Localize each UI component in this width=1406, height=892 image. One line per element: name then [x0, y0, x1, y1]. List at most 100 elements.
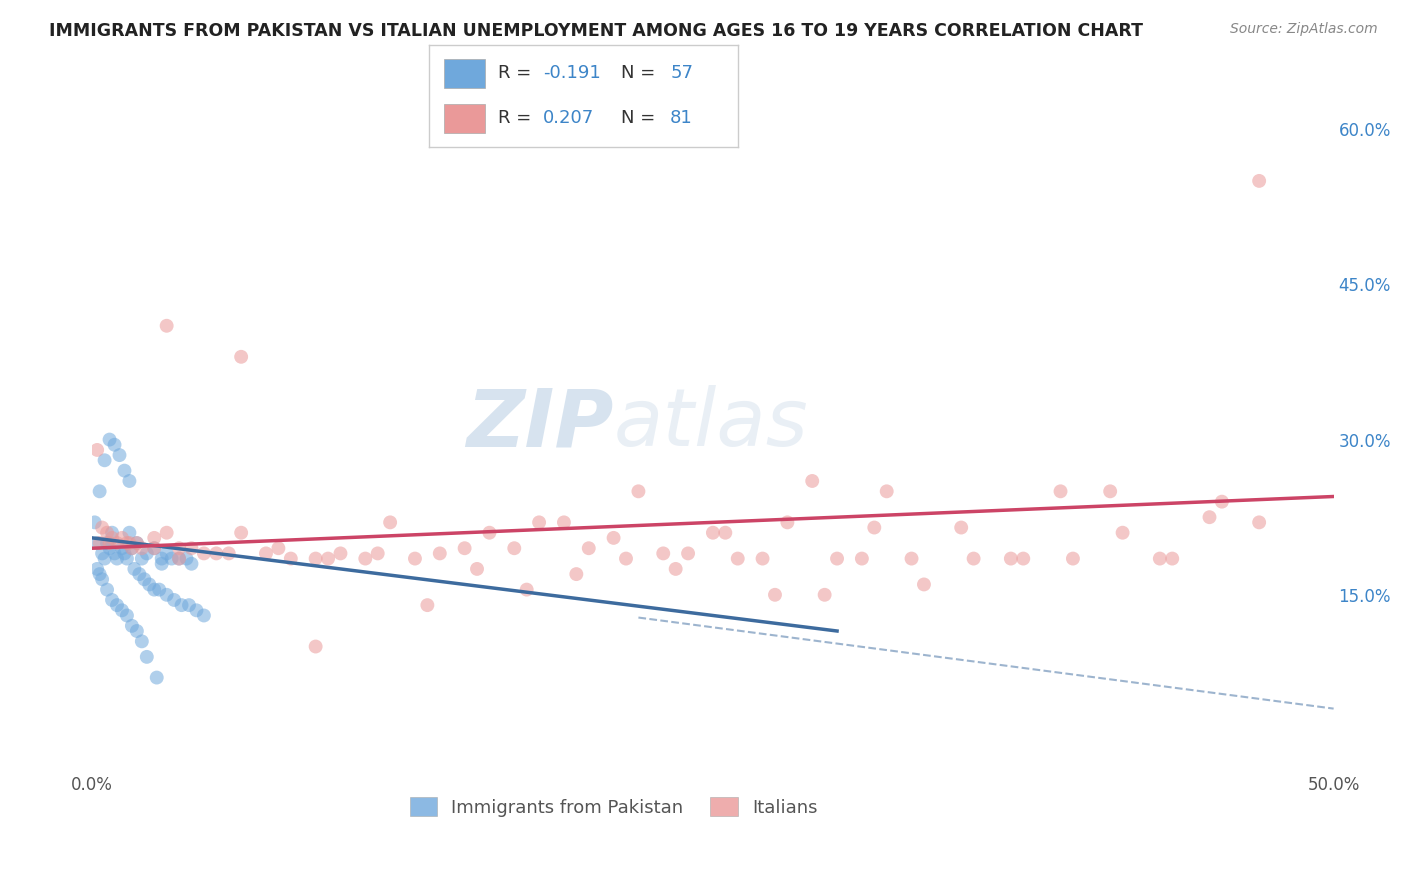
Point — [751, 551, 773, 566]
Text: 57: 57 — [671, 64, 693, 82]
Point — [280, 551, 302, 566]
Point — [148, 582, 170, 597]
Point — [101, 525, 124, 540]
Point — [114, 546, 136, 560]
Point — [304, 551, 326, 566]
Point — [176, 551, 198, 566]
Point — [134, 572, 156, 586]
Point — [135, 649, 157, 664]
Point — [93, 453, 115, 467]
FancyBboxPatch shape — [444, 104, 485, 133]
Point — [516, 582, 538, 597]
Point — [186, 603, 208, 617]
Point — [125, 624, 148, 638]
Point — [170, 598, 193, 612]
Point — [89, 567, 111, 582]
Point — [118, 536, 141, 550]
Text: -0.191: -0.191 — [543, 64, 600, 82]
Point — [115, 608, 138, 623]
Point — [814, 588, 837, 602]
Point — [565, 567, 588, 582]
Point — [876, 484, 898, 499]
Point — [131, 551, 153, 566]
Point — [143, 541, 166, 556]
Point — [111, 531, 134, 545]
Point — [118, 525, 141, 540]
Point — [83, 516, 105, 530]
Point — [108, 448, 131, 462]
Point — [105, 536, 128, 550]
Point — [145, 671, 167, 685]
Point — [98, 541, 121, 556]
Point — [304, 640, 326, 654]
Point — [163, 593, 186, 607]
Point — [231, 350, 253, 364]
Text: 0.207: 0.207 — [543, 109, 595, 127]
Text: IMMIGRANTS FROM PAKISTAN VS ITALIAN UNEMPLOYMENT AMONG AGES 16 TO 19 YEARS CORRE: IMMIGRANTS FROM PAKISTAN VS ITALIAN UNEM… — [49, 22, 1143, 40]
Point — [316, 551, 339, 566]
Point — [254, 546, 277, 560]
Point — [1062, 551, 1084, 566]
Text: ZIP: ZIP — [467, 385, 613, 463]
Point — [676, 546, 699, 560]
Point — [1012, 551, 1035, 566]
Point — [91, 546, 114, 560]
Point — [652, 546, 675, 560]
Point — [465, 562, 488, 576]
Point — [111, 541, 134, 556]
Point — [863, 520, 886, 534]
Point — [167, 541, 190, 556]
Point — [98, 433, 121, 447]
Text: 81: 81 — [671, 109, 693, 127]
Point — [118, 474, 141, 488]
Point — [180, 541, 202, 556]
Point — [453, 541, 475, 556]
Point — [602, 531, 624, 545]
Point — [150, 551, 173, 566]
Point — [89, 536, 111, 550]
Point — [167, 551, 190, 566]
Point — [156, 318, 179, 333]
Point — [86, 536, 108, 550]
Point — [851, 551, 873, 566]
Text: atlas: atlas — [613, 385, 808, 463]
Point — [1111, 525, 1133, 540]
Point — [91, 572, 114, 586]
Point — [1000, 551, 1022, 566]
Point — [614, 551, 637, 566]
Point — [1211, 494, 1233, 508]
Point — [143, 541, 166, 556]
Point — [93, 551, 115, 566]
Point — [267, 541, 290, 556]
Point — [702, 525, 724, 540]
Text: Source: ZipAtlas.com: Source: ZipAtlas.com — [1230, 22, 1378, 37]
Point — [429, 546, 451, 560]
Point — [105, 551, 128, 566]
Text: N =: N = — [620, 109, 661, 127]
Point — [125, 536, 148, 550]
Point — [1161, 551, 1184, 566]
Point — [527, 516, 550, 530]
Point — [950, 520, 973, 534]
Point — [1249, 174, 1271, 188]
Point — [665, 562, 688, 576]
Point — [193, 608, 215, 623]
Point — [193, 546, 215, 560]
Point — [135, 546, 157, 560]
Point — [205, 546, 228, 560]
Point — [91, 520, 114, 534]
Point — [101, 593, 124, 607]
Point — [404, 551, 426, 566]
Point — [160, 551, 183, 566]
Point — [329, 546, 352, 560]
Point — [143, 582, 166, 597]
Text: R =: R = — [498, 109, 537, 127]
Point — [121, 541, 143, 556]
Point — [131, 541, 153, 556]
Point — [115, 536, 138, 550]
Point — [180, 557, 202, 571]
Point — [801, 474, 824, 488]
Point — [86, 562, 108, 576]
Point — [714, 525, 737, 540]
Point — [89, 484, 111, 499]
